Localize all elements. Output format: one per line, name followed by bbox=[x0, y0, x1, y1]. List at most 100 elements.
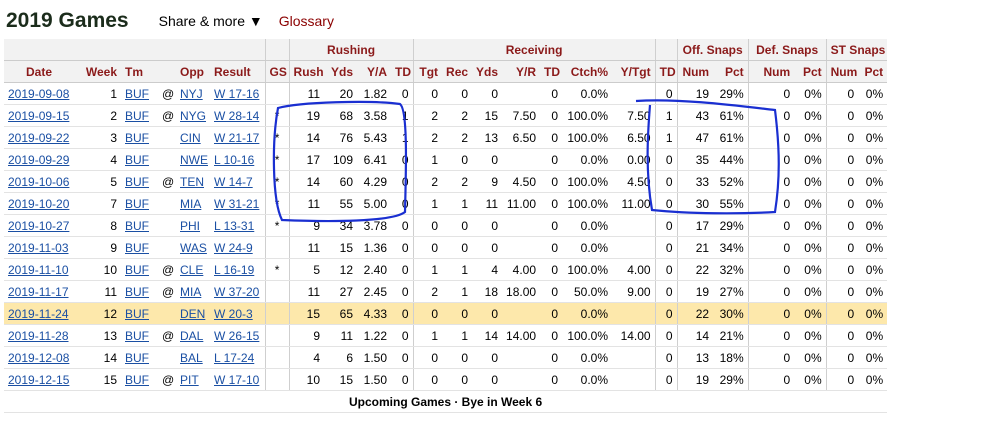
result-link[interactable]: L 13-31 bbox=[214, 219, 254, 233]
opp-link[interactable]: WAS bbox=[180, 241, 207, 255]
cell-rush-td: 0 bbox=[391, 83, 413, 105]
opp-link[interactable]: DEN bbox=[180, 307, 205, 321]
team-link[interactable]: BUF bbox=[125, 285, 149, 299]
col-header-rush-yds[interactable]: Yds bbox=[324, 61, 357, 83]
col-header-at[interactable] bbox=[158, 61, 176, 83]
col-header-td[interactable]: TD bbox=[655, 61, 677, 83]
team-link[interactable]: BUF bbox=[125, 307, 149, 321]
cell-off-num: 14 bbox=[677, 325, 713, 347]
result-link[interactable]: W 14-7 bbox=[214, 175, 253, 189]
col-header-gs[interactable]: GS bbox=[265, 61, 289, 83]
col-header-opp[interactable]: Opp bbox=[176, 61, 210, 83]
date-link[interactable]: 2019-11-17 bbox=[8, 285, 69, 299]
date-link[interactable]: 2019-11-10 bbox=[8, 263, 69, 277]
opp-link[interactable]: PHI bbox=[180, 219, 200, 233]
result-link[interactable]: W 28-14 bbox=[214, 109, 259, 123]
team-link[interactable]: BUF bbox=[125, 219, 149, 233]
team-link[interactable]: BUF bbox=[125, 87, 149, 101]
col-header-def-pct[interactable]: Pct bbox=[794, 61, 826, 83]
col-header-rec-td[interactable]: TD bbox=[540, 61, 562, 83]
date-link[interactable]: 2019-10-27 bbox=[8, 219, 69, 233]
date-link[interactable]: 2019-11-03 bbox=[8, 241, 69, 255]
date-link[interactable]: 2019-09-29 bbox=[8, 153, 69, 167]
cell-def-pct: 0% bbox=[794, 303, 826, 325]
col-header-off-pct[interactable]: Pct bbox=[713, 61, 748, 83]
opp-link[interactable]: CIN bbox=[180, 131, 201, 145]
result-link[interactable]: W 17-10 bbox=[214, 373, 259, 387]
date-link[interactable]: 2019-09-15 bbox=[8, 109, 69, 123]
opp-link[interactable]: MIA bbox=[180, 285, 201, 299]
col-header-off-num[interactable]: Num bbox=[677, 61, 713, 83]
cell-result: W 26-15 bbox=[210, 325, 265, 347]
share-more-menu[interactable]: Share & more ▼ bbox=[159, 13, 263, 29]
result-link[interactable]: W 17-16 bbox=[214, 87, 259, 101]
col-header-result[interactable]: Result bbox=[210, 61, 265, 83]
cell-date: 2019-11-17 bbox=[4, 281, 74, 303]
date-link[interactable]: 2019-10-06 bbox=[8, 175, 69, 189]
result-link[interactable]: W 31-21 bbox=[214, 197, 259, 211]
team-link[interactable]: BUF bbox=[125, 175, 149, 189]
team-link[interactable]: BUF bbox=[125, 131, 149, 145]
col-header-rec[interactable]: Rec bbox=[442, 61, 472, 83]
cell-rec-td: 0 bbox=[540, 237, 562, 259]
opp-link[interactable]: PIT bbox=[180, 373, 199, 387]
result-link[interactable]: L 10-16 bbox=[214, 153, 254, 167]
opp-link[interactable]: BAL bbox=[180, 351, 203, 365]
opp-link[interactable]: NYJ bbox=[180, 87, 203, 101]
result-link[interactable]: W 37-20 bbox=[214, 285, 259, 299]
cell-date: 2019-09-15 bbox=[4, 105, 74, 127]
opp-link[interactable]: TEN bbox=[180, 175, 204, 189]
col-header-date[interactable]: Date bbox=[4, 61, 74, 83]
col-header-tgt[interactable]: Tgt bbox=[413, 61, 442, 83]
date-link[interactable]: 2019-09-08 bbox=[8, 87, 69, 101]
result-link[interactable]: W 21-17 bbox=[214, 131, 259, 145]
col-header-st-num[interactable]: Num bbox=[826, 61, 858, 83]
date-link[interactable]: 2019-10-20 bbox=[8, 197, 69, 211]
date-link[interactable]: 2019-09-22 bbox=[8, 131, 69, 145]
team-link[interactable]: BUF bbox=[125, 263, 149, 277]
col-header-yr[interactable]: Y/R bbox=[502, 61, 540, 83]
team-link[interactable]: BUF bbox=[125, 329, 149, 343]
cell-ctch-pct: 0.0% bbox=[562, 347, 612, 369]
col-header-rush-ya[interactable]: Y/A bbox=[357, 61, 391, 83]
col-header-rush-td[interactable]: TD bbox=[391, 61, 413, 83]
cell-rush-td: 0 bbox=[391, 193, 413, 215]
opp-link[interactable]: NYG bbox=[180, 109, 206, 123]
cell-at bbox=[158, 149, 176, 171]
cell-team: BUF bbox=[121, 347, 158, 369]
date-link[interactable]: 2019-11-28 bbox=[8, 329, 69, 343]
result-link[interactable]: W 20-3 bbox=[214, 307, 253, 321]
date-link[interactable]: 2019-12-08 bbox=[8, 351, 69, 365]
cell-at: @ bbox=[158, 281, 176, 303]
result-link[interactable]: W 24-9 bbox=[214, 241, 253, 255]
col-header-y-tgt[interactable]: Y/Tgt bbox=[612, 61, 655, 83]
date-link[interactable]: 2019-11-24 bbox=[8, 307, 69, 321]
cell-def-num: 0 bbox=[748, 149, 794, 171]
cell-ctch-pct: 0.0% bbox=[562, 237, 612, 259]
col-header-rush-att[interactable]: Rush bbox=[289, 61, 324, 83]
opp-link[interactable]: NWE bbox=[180, 153, 208, 167]
team-link[interactable]: BUF bbox=[125, 241, 149, 255]
col-header-st-pct[interactable]: Pct bbox=[858, 61, 887, 83]
col-header-week[interactable]: Week bbox=[74, 61, 121, 83]
team-link[interactable]: BUF bbox=[125, 351, 149, 365]
team-link[interactable]: BUF bbox=[125, 197, 149, 211]
opp-link[interactable]: MIA bbox=[180, 197, 201, 211]
cell-st-pct: 0% bbox=[858, 325, 887, 347]
glossary-link[interactable]: Glossary bbox=[279, 13, 334, 29]
result-link[interactable]: L 16-19 bbox=[214, 263, 254, 277]
col-header-def-num[interactable]: Num bbox=[748, 61, 794, 83]
team-link[interactable]: BUF bbox=[125, 153, 149, 167]
col-header-team[interactable]: Tm bbox=[121, 61, 158, 83]
col-header-rec-yds[interactable]: Yds bbox=[472, 61, 502, 83]
team-link[interactable]: BUF bbox=[125, 373, 149, 387]
date-link[interactable]: 2019-12-15 bbox=[8, 373, 69, 387]
opp-link[interactable]: DAL bbox=[180, 329, 203, 343]
col-header-ctch-pct[interactable]: Ctch% bbox=[562, 61, 612, 83]
cell-rec: 1 bbox=[442, 259, 472, 281]
result-link[interactable]: L 17-24 bbox=[214, 351, 254, 365]
opp-link[interactable]: CLE bbox=[180, 263, 203, 277]
result-link[interactable]: W 26-15 bbox=[214, 329, 259, 343]
team-link[interactable]: BUF bbox=[125, 109, 149, 123]
